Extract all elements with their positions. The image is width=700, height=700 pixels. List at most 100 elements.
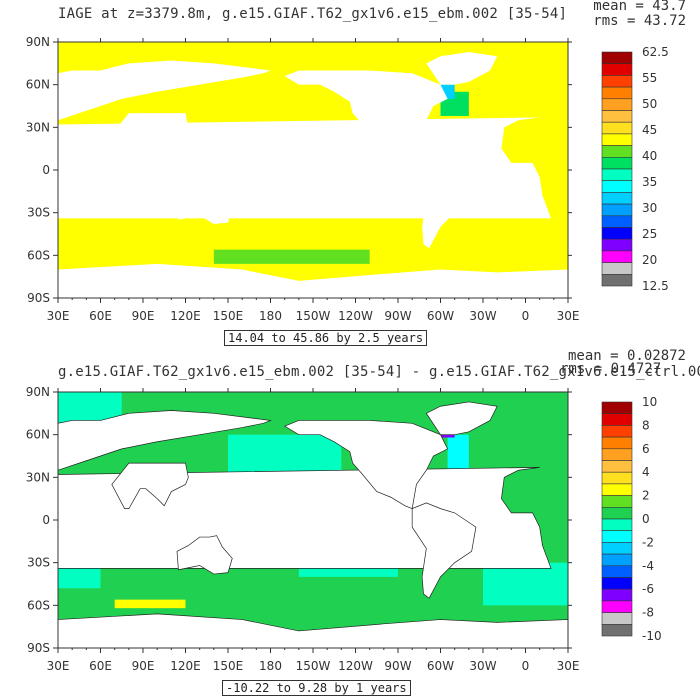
y-tick-label-5: 60S (27, 598, 50, 612)
field-band-7 (483, 562, 568, 606)
land-mask-3 (111, 113, 189, 159)
colorbar-label-8: 20 (642, 253, 657, 267)
colorbar-swatch-14 (601, 565, 633, 578)
map-panel-difference: 30E 60E 90E 120E 150E 180 150W 120W 90W 60W 30W 0 30… (0, 348, 700, 700)
field-band-0 (213, 249, 370, 264)
land-mask-7 (425, 401, 498, 436)
x-tick-label-2: 90E (132, 659, 155, 673)
y-tick-label-6: 90S (27, 641, 50, 655)
colorbar-label-7: -4 (642, 559, 654, 573)
colorbar-label-2: 6 (642, 442, 650, 456)
colorbar-swatch-14 (601, 215, 633, 228)
colorbar-label-3: 45 (642, 123, 657, 137)
plot-title-difference: g.e15.GIAF.T62_gx1v6.e15_ebm.002 [35-54]… (58, 364, 700, 380)
x-tick-label-2: 90E (132, 309, 155, 323)
colorbar-label-0: 10 (642, 395, 657, 409)
colorbar-swatch-9 (601, 157, 633, 170)
y-tick-label-1: 60N (26, 428, 50, 442)
colorbar-label-6: -2 (642, 535, 654, 549)
x-tick-label-1: 60E (89, 309, 112, 323)
land-mask-4 (176, 535, 233, 575)
x-tick-label-7: 120W (338, 309, 373, 323)
colorbar-swatch-19 (601, 273, 633, 287)
x-tick-label-8: 90W (384, 659, 411, 673)
colorbar-label-8: -6 (642, 582, 654, 596)
land-mask-7 (426, 51, 498, 85)
colorbar-swatch-17 (601, 600, 633, 613)
colorbar-label-7: 25 (642, 227, 657, 241)
map-field (58, 42, 568, 298)
colorbar-swatch-17 (601, 250, 633, 263)
y-tick-label-0: 90N (26, 35, 50, 49)
contour-range-box-difference: -10.22 to 9.28 by 1 years (222, 680, 411, 696)
colorbar-swatch-10 (601, 168, 633, 181)
x-tick-label-0: 30E (47, 659, 70, 673)
mean-stat-difference: mean = 0.02872 (567, 348, 686, 364)
map-panel-iage: 30E 60E 90E 120E 150E 180 150W 120W 90W 60W 30W 0 30… (26, 0, 686, 346)
colorbar-swatch-2 (601, 75, 633, 88)
y-tick-label-5: 60S (27, 248, 50, 262)
x-tick-label-6: 150W (296, 309, 331, 323)
colorbar-swatch-8 (601, 495, 633, 508)
colorbar-swatch-16 (601, 238, 633, 252)
colorbar-label-3: 4 (642, 465, 650, 479)
colorbar-swatch-1 (601, 63, 633, 76)
field-band-5 (114, 599, 186, 609)
land-mask-0 (58, 410, 272, 471)
colorbar-label-5: 35 (642, 175, 657, 189)
x-tick-label-5: 180 (259, 309, 282, 323)
colorbar-swatch-19 (601, 623, 633, 637)
colorbar-swatch-16 (601, 588, 633, 602)
x-tick-label-3: 120E (170, 309, 201, 323)
y-tick-label-4: 30S (27, 206, 50, 220)
colorbar-swatch-9 (601, 507, 633, 520)
x-tick-label-0: 30E (47, 309, 70, 323)
rms-stat-difference: rms = 0.4727 (560, 361, 662, 377)
colorbar-label-9: 12.5 (642, 279, 669, 293)
contour-range-box-iage: 14.04 to 45.86 by 2.5 years (224, 330, 428, 346)
colorbar-swatch-7 (601, 483, 633, 496)
colorbar-swatch-18 (601, 262, 633, 275)
colorbar-swatch-15 (601, 577, 633, 590)
x-tick-label-10: 30W (469, 309, 496, 323)
x-tick-label-9: 60W (427, 309, 454, 323)
colorbar-swatch-12 (601, 192, 633, 205)
x-tick-label-8: 90W (384, 309, 411, 323)
mean-stat-iage: mean = 43.7 (593, 0, 686, 14)
land-mask-8 (58, 263, 568, 298)
colorbar-label-6: 30 (642, 201, 657, 215)
y-tick-label-2: 30N (26, 470, 50, 484)
colorbar-swatch-2 (601, 425, 633, 438)
x-tick-label-11: 0 (522, 659, 530, 673)
colorbar-label-9: -8 (642, 606, 654, 620)
land-mask-4 (177, 185, 233, 225)
x-tick-label-3: 120E (170, 659, 201, 673)
colorbar-swatch-7 (601, 133, 633, 146)
colorbar-swatch-8 (601, 145, 633, 158)
colorbar-swatch-13 (601, 203, 633, 217)
map-plot-iage: 30E 60E 90E 120E 150E 180 150W 120W 90W 60W 30W 0 30… (26, 35, 669, 323)
colorbar-swatch-4 (601, 448, 633, 461)
colorbar-swatch-11 (601, 180, 633, 193)
colorbar-swatch-0 (601, 401, 633, 414)
colorbar-swatch-3 (601, 86, 633, 100)
colorbar-label-1: 8 (642, 418, 650, 432)
x-tick-label-12: 30E (557, 309, 580, 323)
colorbar-swatch-15 (601, 227, 633, 240)
x-tick-label-10: 30W (469, 659, 496, 673)
x-tick-label-6: 150W (296, 659, 331, 673)
colorbar-label-10: -10 (642, 629, 662, 643)
x-tick-label-9: 60W (427, 659, 454, 673)
x-tick-label-4: 150E (213, 309, 244, 323)
y-tick-label-2: 30N (26, 120, 50, 134)
colorbar-swatch-18 (601, 612, 633, 625)
x-tick-label-11: 0 (522, 309, 530, 323)
colorbar-swatch-1 (601, 413, 633, 426)
land-mask-0 (58, 60, 271, 121)
colorbar-swatch-6 (601, 121, 633, 135)
land-mask-5 (284, 70, 448, 159)
colorbar-swatch-5 (601, 110, 633, 123)
land-mask-6 (411, 502, 477, 599)
y-tick-label-0: 90N (26, 385, 50, 399)
x-tick-label-12: 30E (557, 659, 580, 673)
